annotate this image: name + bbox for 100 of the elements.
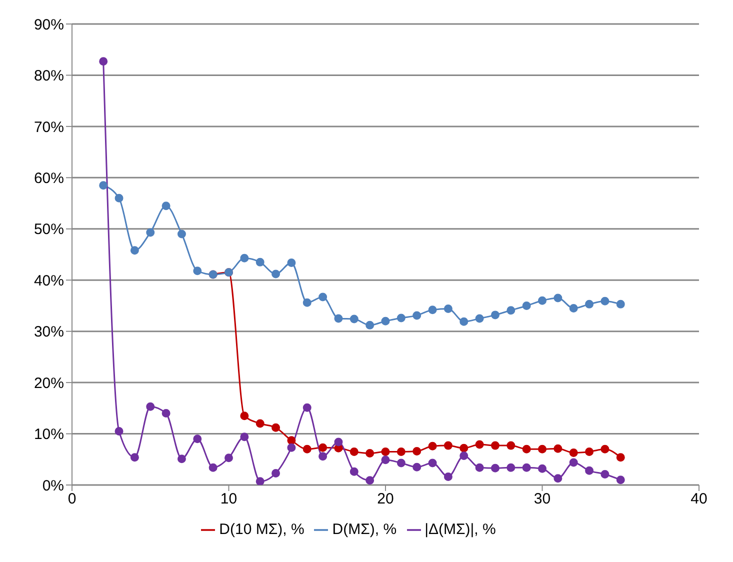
point	[350, 447, 358, 456]
point	[506, 306, 516, 315]
point	[412, 446, 422, 456]
point	[272, 270, 280, 278]
point	[538, 444, 546, 454]
x-tick-label: 30	[534, 490, 551, 508]
point	[428, 306, 437, 314]
point	[193, 434, 202, 444]
point	[490, 464, 500, 472]
point	[114, 194, 124, 202]
point	[585, 300, 594, 308]
point	[366, 448, 374, 458]
legend-label: D(10 MΣ), %	[219, 521, 304, 538]
point	[490, 310, 500, 320]
point	[600, 296, 610, 306]
point	[256, 419, 264, 428]
point	[99, 181, 108, 190]
point	[287, 443, 296, 452]
point	[334, 314, 343, 323]
point	[146, 228, 155, 237]
point	[256, 258, 264, 266]
point	[600, 444, 610, 454]
point	[569, 448, 578, 457]
point	[475, 314, 484, 323]
point	[569, 458, 578, 467]
point	[475, 440, 484, 449]
point	[366, 476, 374, 485]
point	[412, 462, 422, 472]
point	[272, 423, 280, 432]
point	[616, 300, 625, 308]
point	[256, 477, 264, 485]
point	[538, 464, 546, 473]
point	[412, 311, 422, 320]
point	[600, 470, 610, 478]
y-tick-label: 70%	[34, 118, 64, 136]
point	[460, 317, 468, 326]
point	[99, 57, 108, 66]
y-tick-label: 90%	[34, 16, 64, 34]
point	[130, 453, 139, 462]
point	[616, 453, 625, 462]
y-tick-label: 80%	[34, 68, 64, 85]
point	[444, 304, 452, 314]
point	[334, 438, 343, 446]
point	[554, 474, 562, 483]
point	[193, 266, 202, 276]
point	[302, 298, 312, 307]
point	[460, 444, 468, 452]
point	[318, 443, 328, 452]
point	[302, 403, 312, 412]
point	[585, 447, 594, 456]
point	[381, 447, 390, 456]
y-tick-label: 10%	[34, 426, 64, 444]
point	[350, 314, 358, 324]
point	[224, 454, 233, 462]
point	[396, 458, 406, 468]
point	[287, 436, 296, 445]
y-tick-label: 50%	[34, 221, 64, 238]
point	[554, 444, 562, 453]
legend-label: D(MΣ), %	[332, 521, 397, 538]
point	[350, 467, 358, 476]
point	[522, 301, 531, 310]
point	[444, 472, 452, 482]
point	[506, 441, 516, 450]
point	[287, 258, 296, 267]
point	[522, 444, 531, 454]
point	[114, 426, 124, 436]
point	[162, 409, 170, 418]
point	[616, 476, 625, 484]
point	[130, 246, 139, 255]
point	[475, 463, 484, 472]
point	[240, 412, 249, 420]
y-tick-label: 20%	[34, 374, 64, 392]
point	[240, 254, 249, 262]
point	[428, 442, 437, 450]
point	[302, 444, 312, 454]
point	[177, 454, 186, 464]
point	[569, 304, 578, 313]
point	[554, 294, 562, 302]
y-tick-label: 40%	[34, 272, 64, 290]
point	[272, 468, 280, 478]
x-tick-label: 10	[220, 490, 238, 508]
x-tick-label: 20	[377, 490, 394, 508]
point	[177, 230, 186, 238]
point	[366, 320, 374, 330]
point	[381, 316, 390, 326]
point	[396, 447, 406, 456]
y-tick-label: 30%	[34, 324, 64, 341]
point	[506, 463, 516, 472]
point	[381, 456, 390, 464]
point	[162, 202, 170, 210]
point	[146, 402, 155, 411]
x-tick-label: 40	[690, 490, 708, 508]
point	[460, 452, 468, 460]
point	[490, 441, 500, 450]
point	[522, 463, 531, 472]
y-tick-label: 0%	[42, 477, 64, 494]
point	[538, 296, 546, 305]
point	[396, 314, 406, 322]
point	[444, 441, 452, 450]
point	[240, 432, 249, 442]
